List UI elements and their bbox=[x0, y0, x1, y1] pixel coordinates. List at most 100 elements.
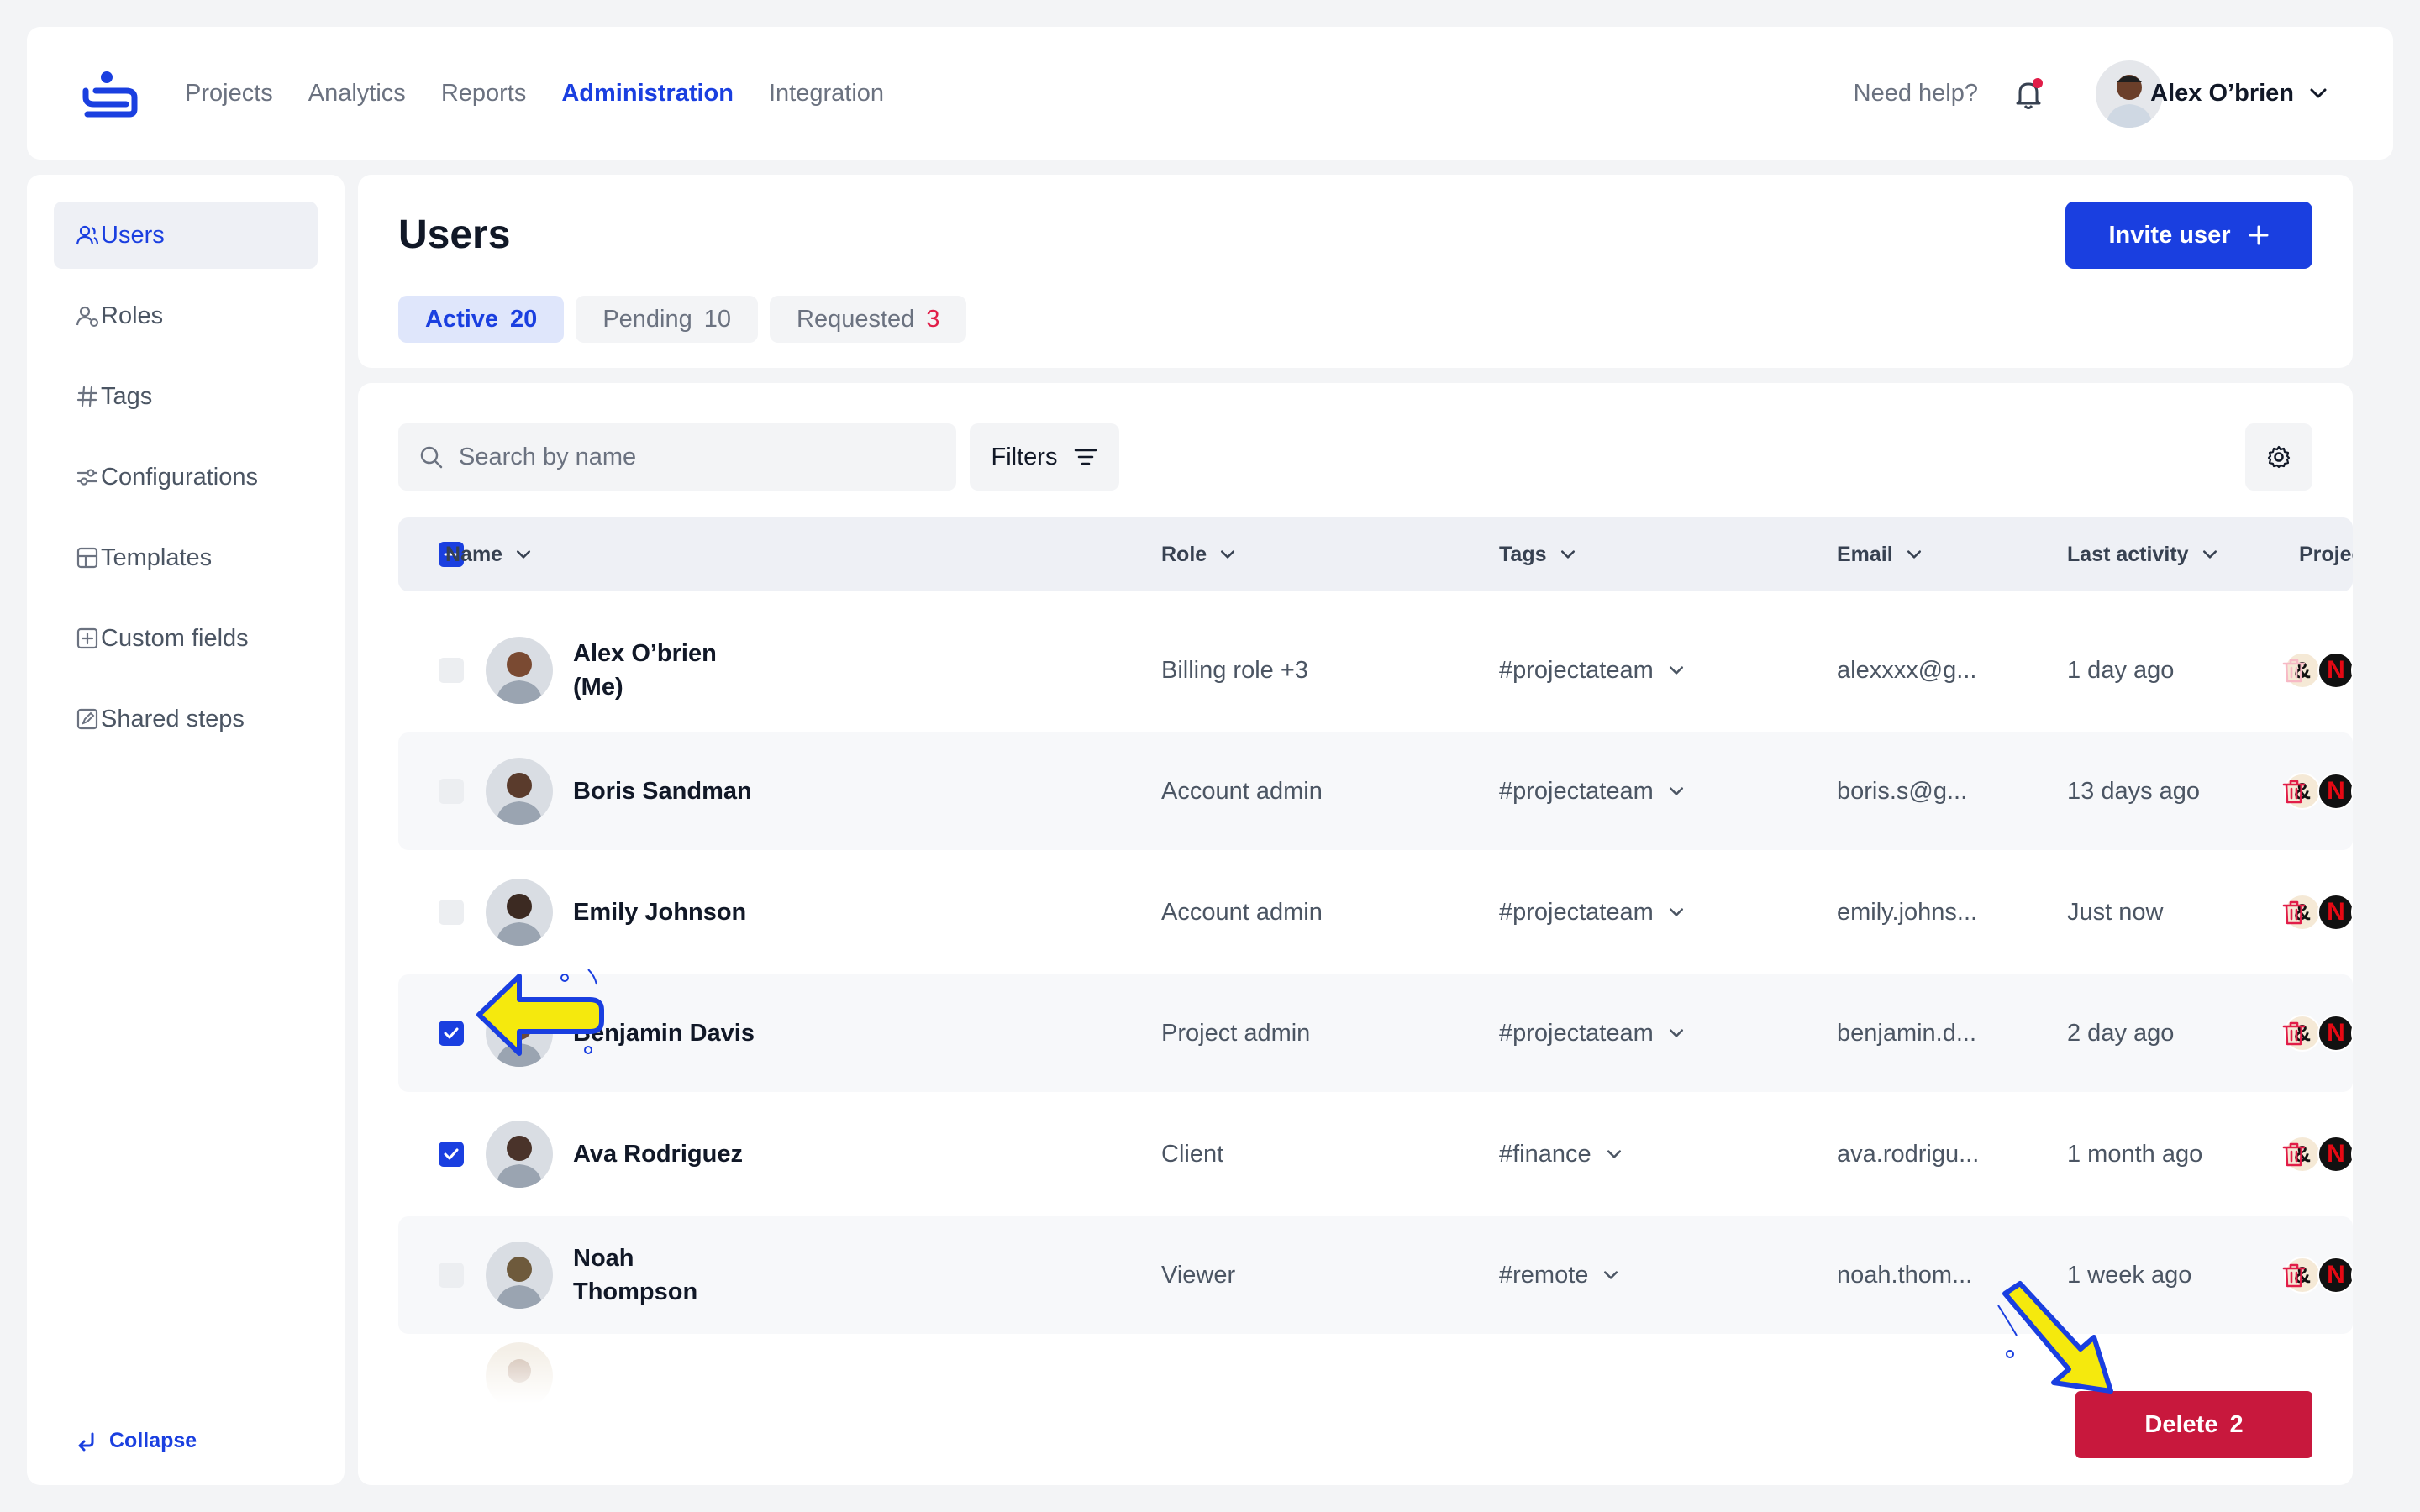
sidebar-item-label: Custom fields bbox=[101, 624, 249, 652]
table-row[interactable]: Emily Johnson Account admin #projectateam e… bbox=[398, 853, 2353, 971]
net-project-icon: N bbox=[2317, 1136, 2353, 1173]
row-checkbox[interactable] bbox=[439, 1021, 464, 1046]
search-input[interactable] bbox=[459, 443, 929, 471]
tag-dropdown[interactable]: #projectateam bbox=[1499, 853, 1686, 971]
user-avatar[interactable] bbox=[2096, 60, 2163, 128]
delete-label: Delete bbox=[2144, 1410, 2218, 1438]
sidebar-item-label: Roles bbox=[101, 302, 164, 329]
user-menu[interactable]: Alex O’brien bbox=[2150, 27, 2329, 160]
trash-icon[interactable] bbox=[2279, 655, 2309, 685]
row-checkbox[interactable] bbox=[439, 658, 464, 683]
tag-dropdown[interactable]: #finance bbox=[1499, 1095, 1623, 1213]
nav-reports[interactable]: Reports bbox=[440, 79, 527, 107]
table-row[interactable]: Ava Rodriguez Client #finance ava.rodrigu..… bbox=[398, 1095, 2353, 1213]
sidebar-item-tags[interactable]: Tags bbox=[54, 363, 318, 430]
table-row[interactable]: Benjamin Davis Project admin #projectateam… bbox=[398, 974, 2353, 1092]
invite-user-button[interactable]: Invite user bbox=[2065, 202, 2312, 269]
user-name[interactable]: Boris Sandman bbox=[573, 778, 752, 805]
tag-dropdown[interactable]: #projectateam bbox=[1499, 732, 1686, 850]
app-logo-icon[interactable] bbox=[81, 69, 139, 119]
user-name[interactable]: Alex O’brien (Me) bbox=[573, 640, 717, 701]
row-checkbox[interactable] bbox=[439, 900, 464, 925]
users-icon bbox=[76, 225, 99, 245]
sidebar-item-custom-fields[interactable]: Custom fields bbox=[54, 605, 318, 672]
nav-administration[interactable]: Administration bbox=[561, 79, 734, 107]
checkmark-icon bbox=[444, 1148, 459, 1160]
scroll-fade bbox=[358, 1349, 2353, 1485]
amz-project-icon: a bbox=[2351, 652, 2353, 689]
search-box[interactable] bbox=[398, 423, 956, 491]
project-logos[interactable]: &Na bbox=[2284, 1136, 2353, 1173]
project-logos[interactable]: &Naf❦ bbox=[2284, 773, 2353, 810]
chevron-down-icon bbox=[1669, 908, 1683, 916]
user-name[interactable]: Ava Rodriguez bbox=[573, 1141, 743, 1168]
filter-lines-icon bbox=[1075, 449, 1097, 465]
column-header-last-activity[interactable]: Last activity bbox=[2067, 517, 2219, 591]
row-checkbox[interactable] bbox=[439, 1142, 464, 1167]
tag-dropdown[interactable]: #remote bbox=[1499, 1216, 1620, 1334]
avatar bbox=[486, 637, 553, 704]
main-nav: Projects Analytics Reports Administration In… bbox=[185, 27, 884, 160]
tab-count-badge: 3 bbox=[926, 305, 940, 333]
edit-square-icon bbox=[76, 708, 98, 730]
table-settings-button[interactable] bbox=[2245, 423, 2312, 491]
tab-active[interactable]: Active 20 bbox=[398, 296, 565, 343]
user-email: benjamin.d... bbox=[1837, 1019, 1977, 1047]
nav-projects[interactable]: Projects bbox=[185, 79, 273, 107]
tag-dropdown[interactable]: #projectateam bbox=[1499, 974, 1686, 1092]
tab-requested[interactable]: Requested 3 bbox=[770, 296, 967, 343]
row-checkbox[interactable] bbox=[439, 779, 464, 804]
delete-selected-button[interactable]: Delete 2 bbox=[2075, 1391, 2312, 1458]
nav-analytics[interactable]: Analytics bbox=[308, 79, 406, 107]
chevron-down-icon bbox=[2310, 88, 2327, 98]
collapse-button[interactable]: Collapse bbox=[76, 1429, 197, 1453]
column-header-label: Projects bbox=[2299, 542, 2353, 566]
column-header-tags[interactable]: Tags bbox=[1499, 517, 1577, 591]
trash-icon[interactable] bbox=[2279, 897, 2309, 927]
filters-button[interactable]: Filters bbox=[970, 423, 1119, 491]
trash-icon[interactable] bbox=[2279, 776, 2309, 806]
row-checkbox[interactable] bbox=[439, 1263, 464, 1288]
tag-dropdown[interactable]: #projectateam bbox=[1499, 612, 1686, 729]
nav-integration[interactable]: Integration bbox=[768, 79, 885, 107]
tab-count-badge: 10 bbox=[703, 305, 732, 333]
need-help-link[interactable]: Need help? bbox=[1853, 79, 1978, 107]
bell-icon[interactable] bbox=[2010, 76, 2047, 113]
column-header-email[interactable]: Email bbox=[1837, 517, 1923, 591]
sidebar-item-configurations[interactable]: Configurations bbox=[54, 444, 318, 511]
amp-project-icon: & bbox=[2284, 1015, 2321, 1052]
return-arrow-icon bbox=[78, 1432, 94, 1451]
sidebar-item-shared-steps[interactable]: Shared steps bbox=[54, 685, 318, 753]
search-icon bbox=[420, 446, 443, 469]
sidebar-item-templates[interactable]: Templates bbox=[54, 524, 318, 591]
sidebar-item-roles[interactable]: Roles bbox=[54, 282, 318, 349]
table-header: Name Role Tags Email Last activity Projects bbox=[398, 517, 2353, 591]
user-name[interactable]: Emily Johnson bbox=[573, 899, 747, 926]
trash-icon[interactable] bbox=[2279, 1260, 2309, 1290]
avatar bbox=[486, 1121, 553, 1188]
chevron-down-icon bbox=[1604, 1271, 1618, 1279]
last-activity: Just now bbox=[2067, 898, 2164, 926]
user-name[interactable]: Noah Thompson bbox=[573, 1245, 698, 1305]
table-row[interactable]: Alex O’brien (Me) Billing role +3 #project… bbox=[398, 612, 2353, 729]
sidebar-item-label: Tags bbox=[101, 382, 153, 410]
column-header-name[interactable]: Name bbox=[445, 517, 533, 591]
tab-pending[interactable]: Pending 10 bbox=[576, 296, 759, 343]
avatar bbox=[486, 879, 553, 946]
last-activity: 2 day ago bbox=[2067, 1019, 2175, 1047]
chevron-down-icon bbox=[1669, 1029, 1683, 1037]
select-all-checkbox[interactable] bbox=[439, 542, 464, 567]
project-logos[interactable]: &Naf❦ bbox=[2284, 1015, 2353, 1052]
column-header-projects[interactable]: Projects bbox=[2299, 517, 2353, 591]
trash-icon[interactable] bbox=[2279, 1139, 2309, 1169]
trash-icon[interactable] bbox=[2279, 1018, 2309, 1048]
sidebar-item-label: Templates bbox=[101, 543, 213, 571]
filters-label: Filters bbox=[991, 443, 1058, 470]
net-project-icon: N bbox=[2317, 1015, 2353, 1052]
column-header-role[interactable]: Role bbox=[1161, 517, 1237, 591]
chevron-down-icon bbox=[1560, 550, 1575, 559]
project-logos[interactable]: &Naf bbox=[2284, 894, 2353, 931]
table-row[interactable]: Boris Sandman Account admin #projectateam b… bbox=[398, 732, 2353, 850]
sidebar-item-users[interactable]: Users bbox=[54, 202, 318, 269]
tag-label: #finance bbox=[1499, 1140, 1591, 1168]
